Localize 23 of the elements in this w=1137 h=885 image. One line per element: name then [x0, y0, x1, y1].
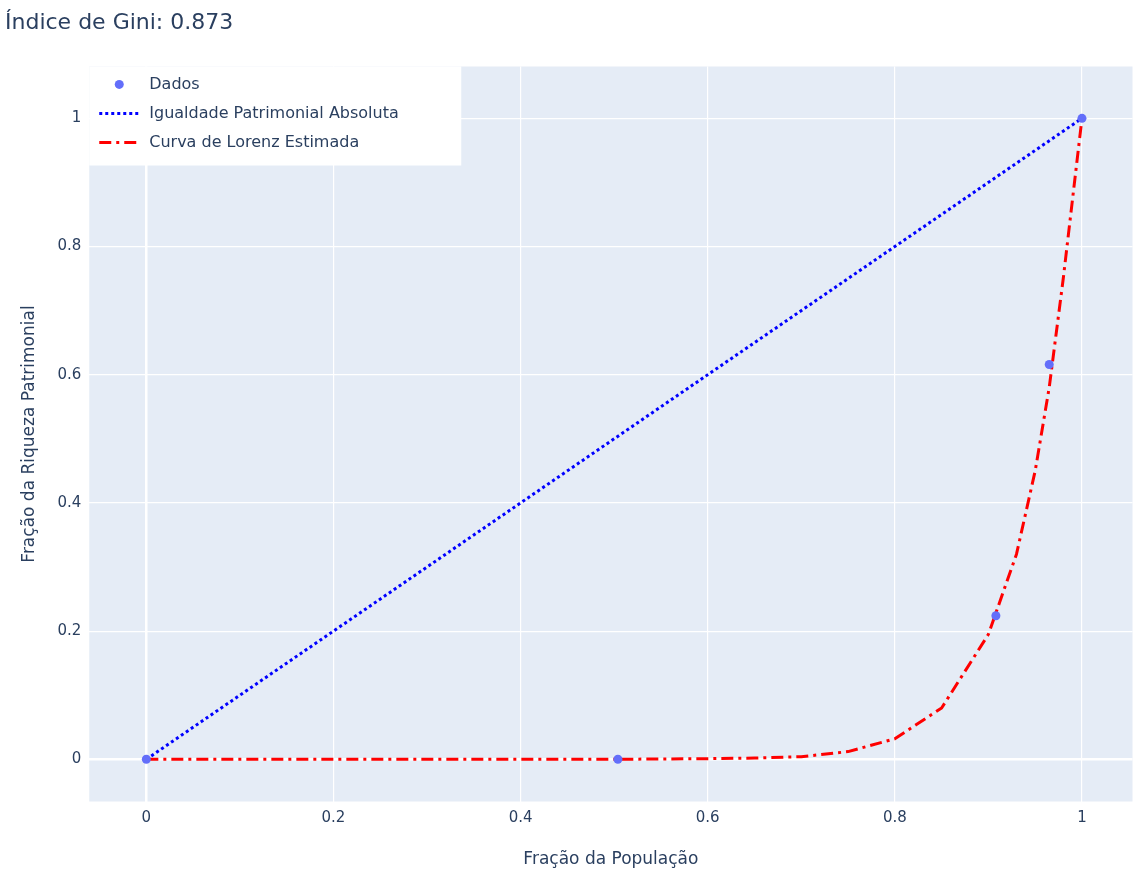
point [1044, 359, 1054, 369]
x-tick-label: 0.4 [508, 808, 533, 827]
legend-label: Dados [149, 73, 200, 93]
x-tick-label: 0 [141, 808, 152, 827]
y-tick-label: 0.8 [57, 236, 82, 255]
y-tick-label: 0.4 [57, 492, 82, 511]
point [141, 754, 151, 764]
x-tick-label: 0.2 [321, 808, 346, 827]
y-tick-label: 0.2 [57, 620, 82, 639]
x-tick-label: 0.6 [695, 808, 720, 827]
point [613, 754, 623, 764]
y-axis-title: Fração da Riqueza Patrimonial [17, 305, 38, 563]
legend-label: Igualdade Patrimonial Absoluta [149, 102, 399, 122]
x-tick-label: 0.8 [882, 808, 907, 827]
y-tick-label: 1 [71, 108, 82, 127]
y-tick-label: 0.6 [57, 364, 82, 383]
point [991, 611, 1001, 621]
x-axis-title: Fração da População [523, 848, 699, 869]
chart-title: Índice de Gini: 0.873 [5, 8, 234, 34]
x-tick-label: 1 [1077, 808, 1087, 827]
point [1077, 113, 1087, 123]
legend-label: Curva de Lorenz Estimada [149, 131, 360, 151]
y-tick-label: 0 [71, 749, 82, 768]
